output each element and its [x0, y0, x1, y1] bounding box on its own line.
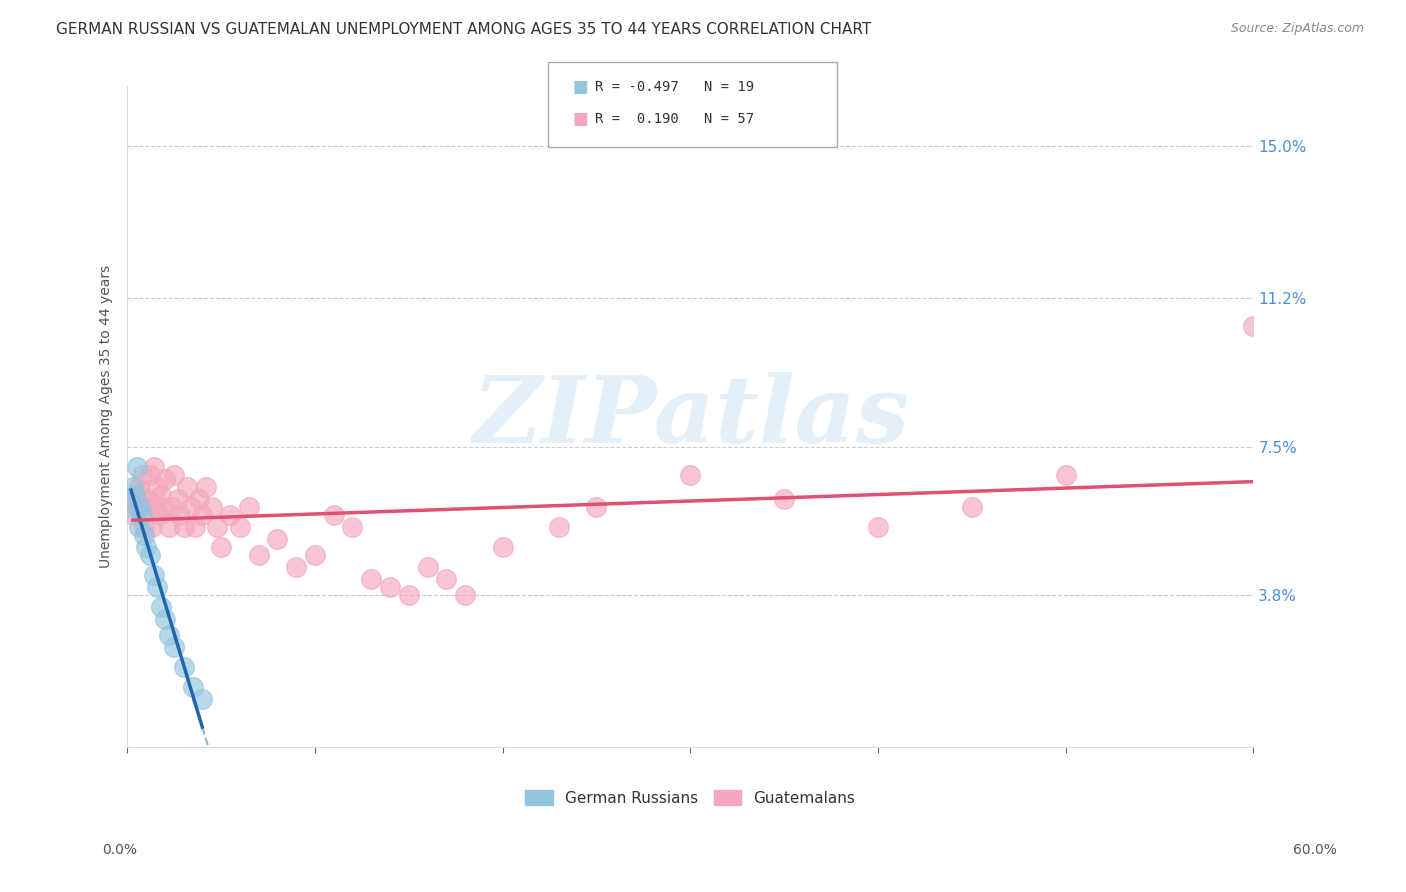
Point [153, 611, 176, 625]
Point [180, 500, 202, 514]
Point [125, 459, 148, 474]
Point [167, 491, 190, 506]
Point [266, 532, 288, 546]
Point [360, 572, 382, 586]
Point [285, 559, 308, 574]
Text: R = -0.497   N = 19: R = -0.497 N = 19 [595, 79, 754, 94]
Text: Source: ZipAtlas.com: Source: ZipAtlas.com [1230, 22, 1364, 36]
Point [773, 491, 796, 506]
Text: ■: ■ [572, 78, 588, 95]
Point [187, 491, 209, 506]
Point [131, 467, 153, 482]
Point [162, 500, 184, 514]
Point [195, 479, 218, 493]
Point [342, 519, 364, 533]
Point [139, 467, 162, 482]
Point [229, 519, 252, 533]
Legend: German Russians, Guatemalans: German Russians, Guatemalans [519, 783, 862, 812]
Point [150, 487, 173, 501]
Point [247, 548, 270, 562]
Point [128, 479, 150, 493]
Y-axis label: Unemployment Among Ages 35 to 44 years: Unemployment Among Ages 35 to 44 years [100, 265, 114, 568]
Point [120, 500, 142, 514]
Point [163, 640, 186, 654]
Point [153, 471, 176, 485]
Point [585, 500, 607, 514]
Point [191, 691, 214, 706]
Point [184, 519, 207, 533]
Point [191, 508, 214, 522]
Point [129, 500, 152, 514]
Point [1054, 467, 1077, 482]
Point [163, 467, 186, 482]
Point [322, 508, 344, 522]
Point [157, 627, 180, 641]
Point [679, 467, 702, 482]
Point [181, 680, 204, 694]
Point [139, 548, 162, 562]
Point [238, 500, 260, 514]
Text: 0.0%: 0.0% [103, 843, 136, 857]
Text: 60.0%: 60.0% [1292, 843, 1337, 857]
Point [135, 540, 157, 554]
Point [134, 527, 156, 541]
Point [398, 588, 420, 602]
Point [128, 519, 150, 533]
Point [207, 519, 229, 533]
Point [125, 500, 148, 514]
Point [124, 487, 146, 501]
Point [173, 659, 195, 673]
Point [1241, 319, 1264, 334]
Point [146, 479, 169, 493]
Point [135, 500, 157, 514]
Point [960, 500, 983, 514]
Point [122, 508, 145, 522]
Point [173, 519, 195, 533]
Point [491, 540, 513, 554]
Point [152, 500, 174, 514]
Point [131, 508, 153, 522]
Point [141, 519, 163, 533]
Point [122, 479, 145, 493]
Point [201, 500, 224, 514]
Point [142, 459, 165, 474]
Point [124, 491, 146, 506]
Point [150, 599, 173, 614]
Point [145, 500, 167, 514]
Point [434, 572, 457, 586]
Point [304, 548, 326, 562]
Point [146, 580, 169, 594]
Point [548, 519, 571, 533]
Point [454, 588, 477, 602]
Point [416, 559, 439, 574]
Point [169, 508, 191, 522]
Text: R =  0.190   N = 57: R = 0.190 N = 57 [595, 112, 754, 126]
Point [136, 491, 159, 506]
Text: ■: ■ [572, 110, 588, 128]
Point [142, 567, 165, 582]
Text: ZIPatlas: ZIPatlas [472, 371, 908, 461]
Point [219, 508, 242, 522]
Point [157, 519, 180, 533]
Point [176, 479, 198, 493]
Point [378, 580, 401, 594]
Point [134, 519, 156, 533]
Text: GERMAN RUSSIAN VS GUATEMALAN UNEMPLOYMENT AMONG AGES 35 TO 44 YEARS CORRELATION : GERMAN RUSSIAN VS GUATEMALAN UNEMPLOYMEN… [56, 22, 872, 37]
Point [129, 487, 152, 501]
Point [148, 508, 170, 522]
Point [866, 519, 889, 533]
Point [209, 540, 232, 554]
